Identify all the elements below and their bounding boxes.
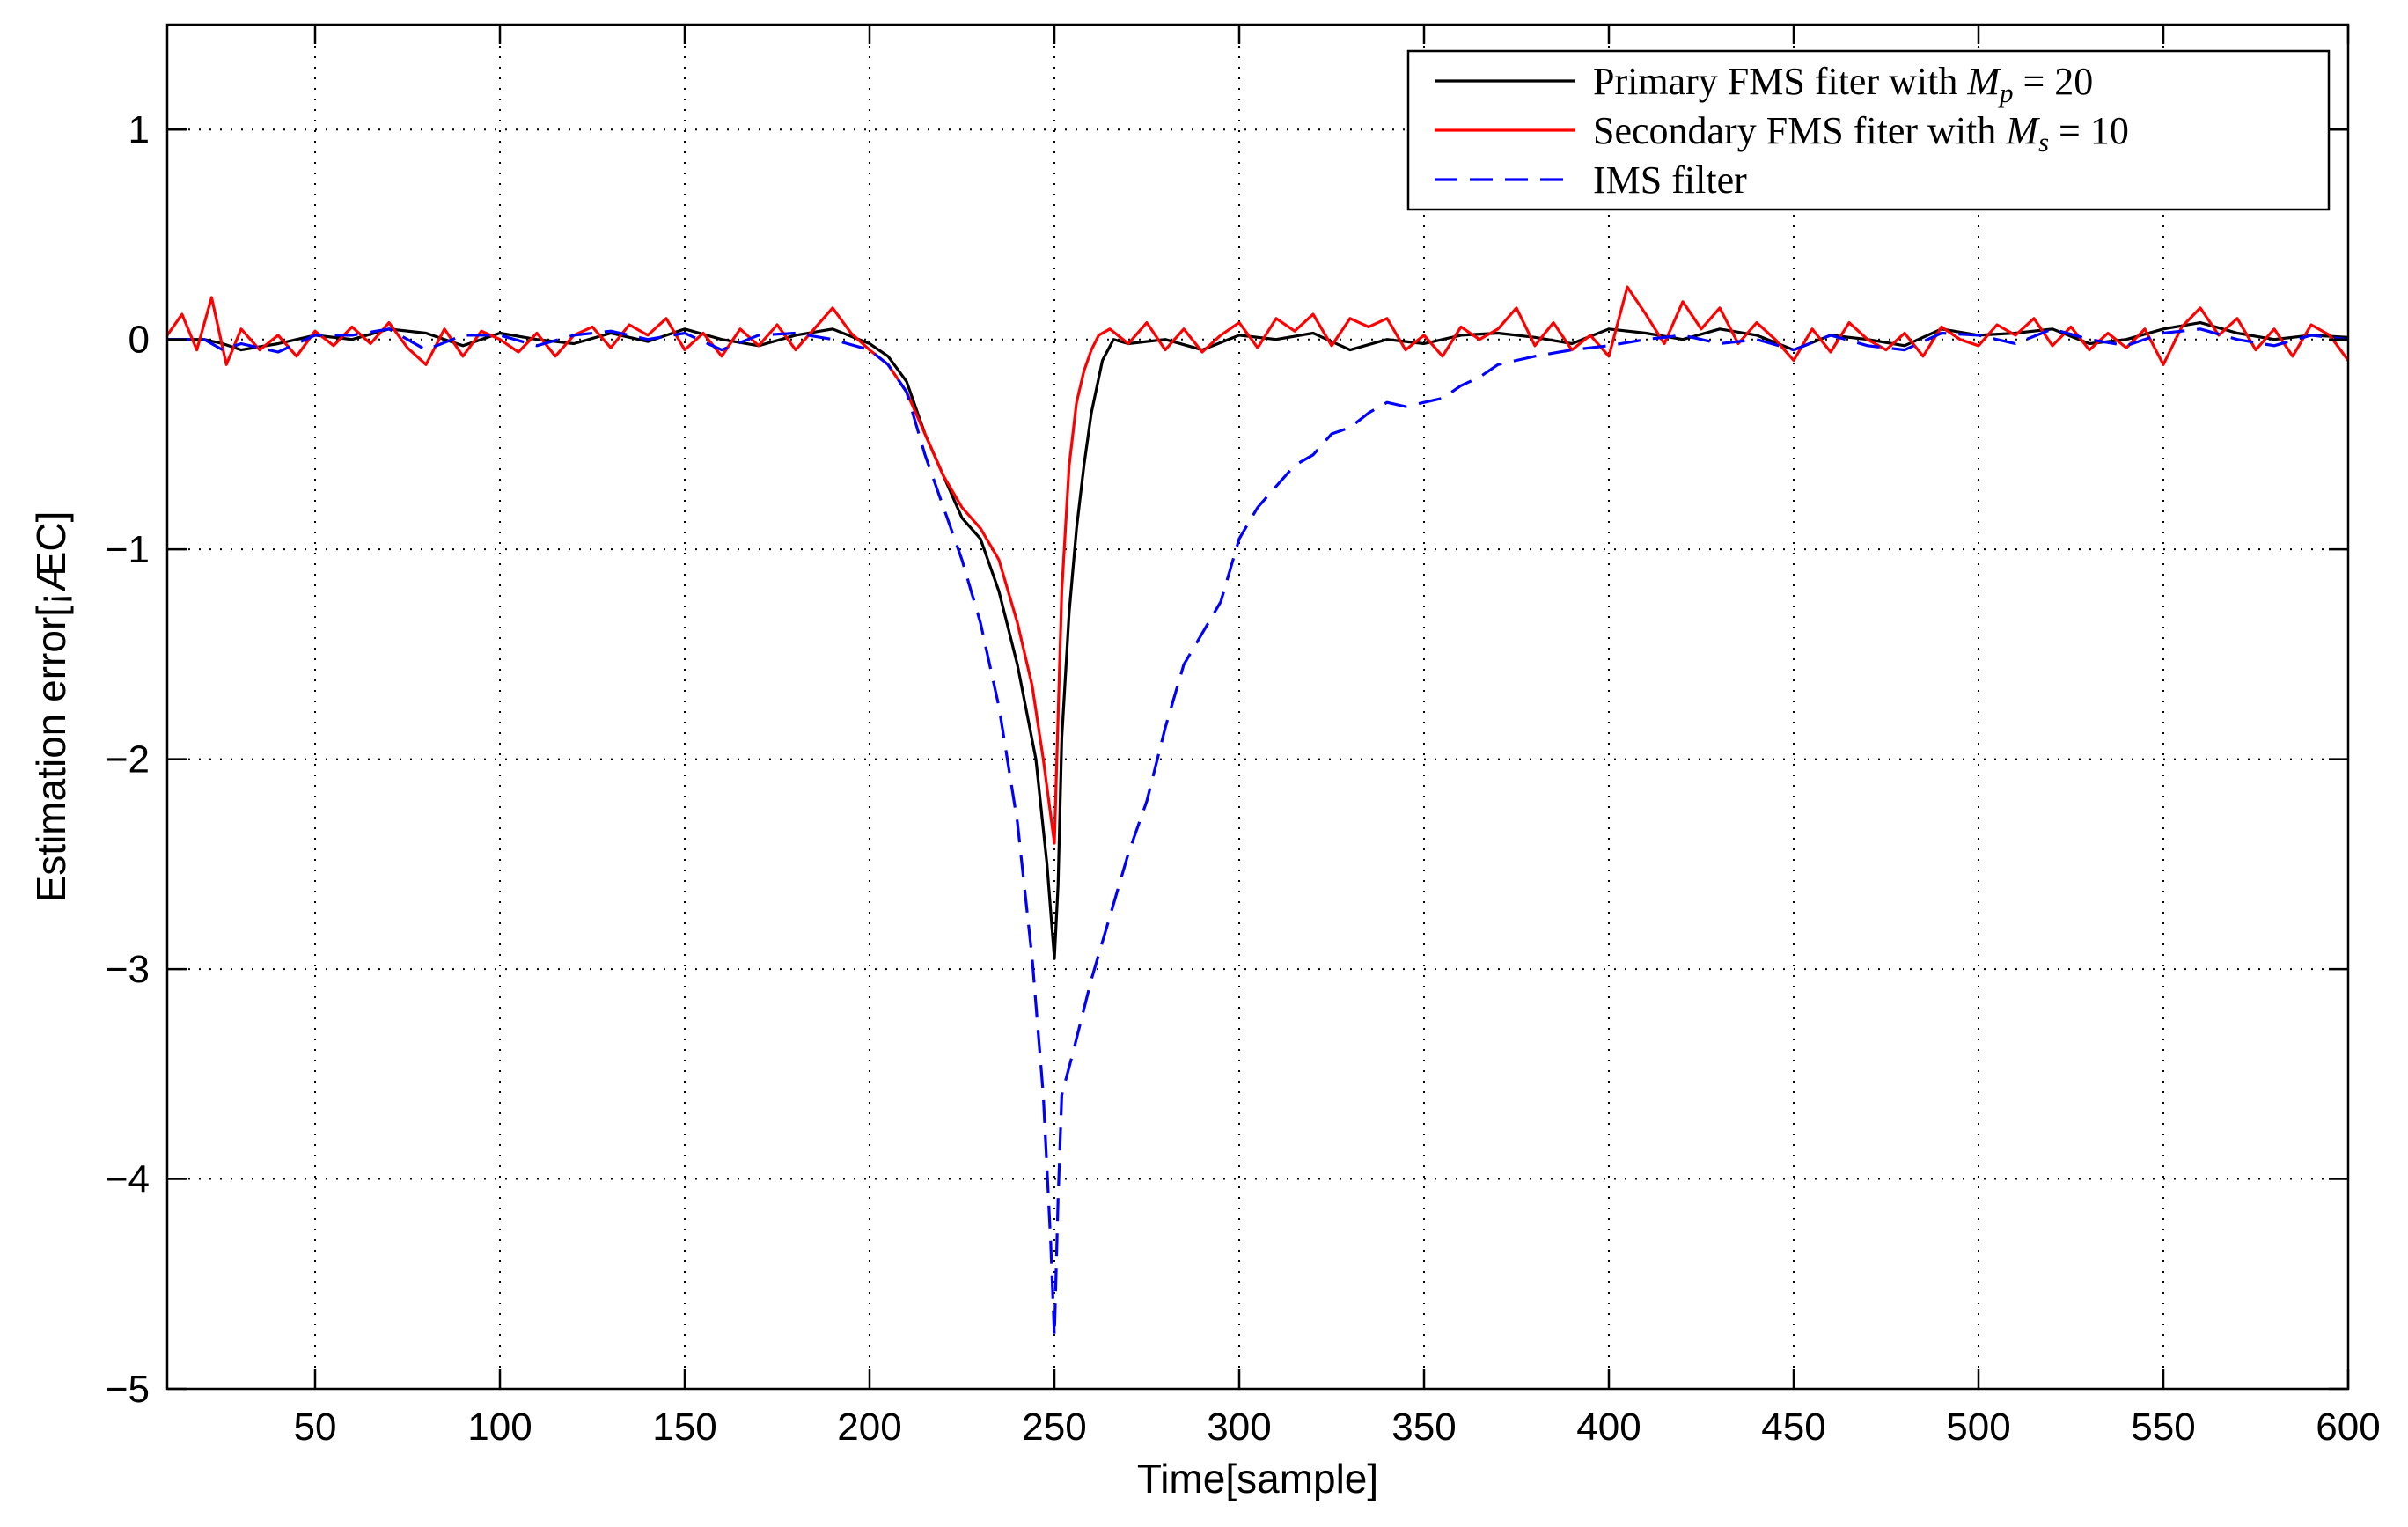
series-line-0 bbox=[167, 321, 2349, 960]
x-tick-labels: 50 100 150 200 250 300 350 400 450 500 550 600 bbox=[294, 1406, 2381, 1449]
x-axis-label: Time[sample] bbox=[1137, 1456, 1378, 1501]
x-tick-label: 200 bbox=[837, 1406, 901, 1449]
series-line-1 bbox=[165, 285, 2350, 845]
y-tick-label: −1 bbox=[106, 528, 150, 571]
y-tick-label: −5 bbox=[106, 1368, 150, 1411]
x-tick-label: 250 bbox=[1022, 1406, 1086, 1449]
plot-frame bbox=[165, 23, 2350, 1391]
y-tick-label: 1 bbox=[128, 108, 150, 151]
y-tick-label: −2 bbox=[106, 738, 150, 782]
x-tick-label: 500 bbox=[1946, 1406, 2010, 1449]
axis-ticks bbox=[167, 25, 2350, 1391]
legend-label: IMS filter bbox=[1593, 158, 1747, 202]
x-tick-label: 100 bbox=[467, 1406, 532, 1449]
y-axis-label: Estimation error[¡ÆC] bbox=[28, 511, 74, 903]
series-group bbox=[165, 285, 2350, 1338]
legend: Primary FMS fiter with Mp = 20Secondary … bbox=[1406, 49, 2331, 211]
legend-label: Secondary FMS fiter with Ms = 10 bbox=[1593, 109, 2129, 158]
y-tick-label: −3 bbox=[106, 948, 150, 991]
x-tick-label: 450 bbox=[1761, 1406, 1825, 1449]
x-tick-label: 400 bbox=[1576, 1406, 1641, 1449]
x-tick-label: 350 bbox=[1391, 1406, 1456, 1449]
x-tick-label: 600 bbox=[2316, 1406, 2380, 1449]
legend-label: Primary FMS fiter with Mp = 20 bbox=[1593, 60, 2093, 108]
series-line-2 bbox=[167, 327, 2349, 1338]
x-tick-label: 150 bbox=[652, 1406, 716, 1449]
y-tick-labels: −5 −4 −3 −2 −1 0 1 bbox=[106, 108, 150, 1411]
x-tick-label: 50 bbox=[294, 1406, 337, 1449]
x-tick-label: 550 bbox=[2131, 1406, 2195, 1449]
y-tick-label: 0 bbox=[128, 319, 150, 362]
y-tick-label: −4 bbox=[106, 1158, 150, 1201]
x-tick-label: 300 bbox=[1207, 1406, 1271, 1449]
